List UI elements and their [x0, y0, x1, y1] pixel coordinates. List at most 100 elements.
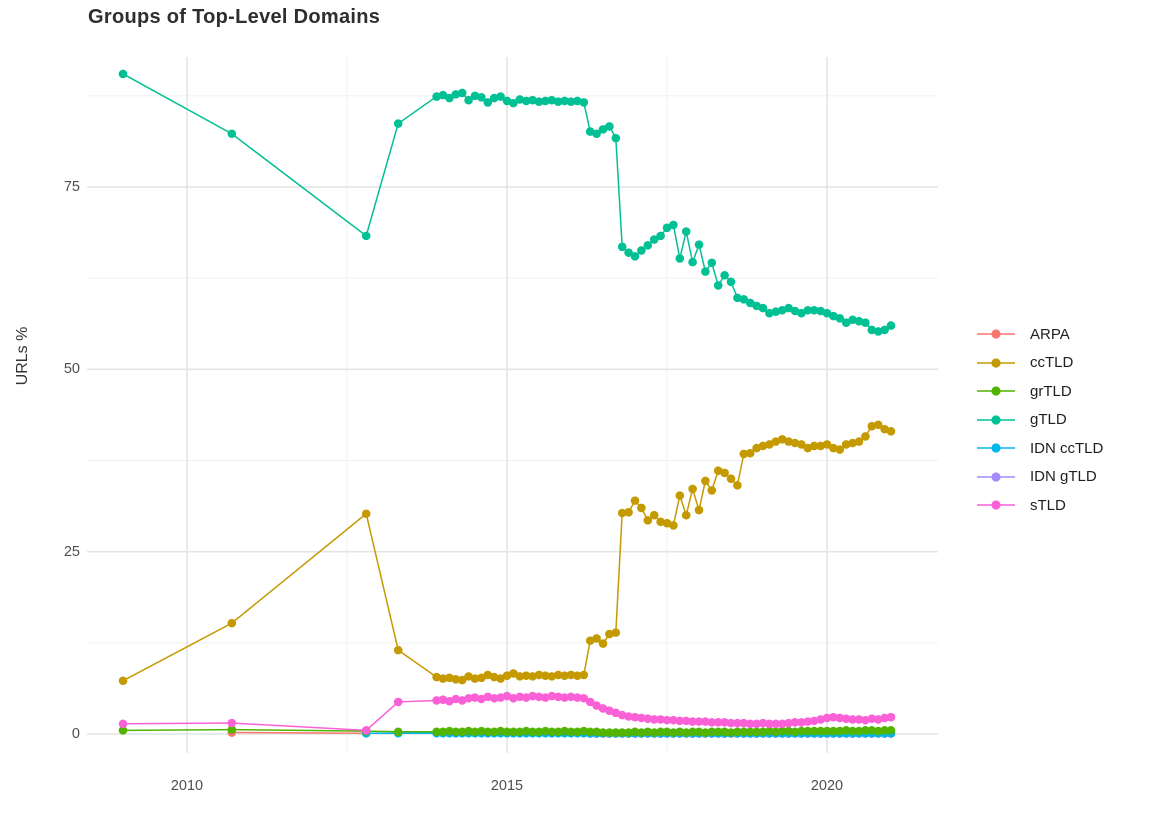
data-point-grTLD [585, 727, 595, 737]
data-point-grTLD [739, 727, 749, 737]
data-point-gTLD [393, 119, 403, 128]
data-point-sTLD [790, 718, 800, 727]
data-point-ccTLD [470, 674, 480, 683]
data-point-grTLD [451, 727, 461, 737]
data-point-grTLD [509, 727, 518, 737]
data-point-grTLD [118, 726, 128, 735]
data-point-gTLD [118, 69, 128, 79]
data-point-gTLD [617, 242, 627, 252]
data-point-ccTLD [445, 673, 454, 683]
data-point-sTLD [617, 710, 627, 720]
legend-item-ccTLD: ccTLD [975, 349, 1103, 378]
data-point-gTLD [566, 97, 576, 106]
data-point-gTLD [509, 98, 518, 108]
data-point-gTLD [873, 327, 883, 336]
legend-item-label: ARPA [1030, 325, 1070, 343]
data-point-sTLD [464, 693, 473, 703]
legend-item-ARPA: ARPA [975, 320, 1103, 349]
data-point-grTLD [771, 727, 781, 737]
data-point-ccTLD [681, 510, 691, 520]
data-point-sTLD [681, 716, 691, 726]
data-point-grTLD [579, 726, 589, 736]
data-point-grTLD [880, 726, 889, 735]
data-point-grTLD [809, 726, 819, 736]
data-point-gTLD [771, 307, 781, 317]
data-point-ccTLD [611, 628, 621, 637]
x-tick-label: 2020 [810, 778, 844, 794]
legend-item-label: grTLD [1030, 382, 1072, 400]
data-point-ccTLD [886, 427, 896, 436]
data-point-sTLD [579, 693, 589, 703]
data-point-sTLD [534, 692, 544, 702]
data-point-sTLD [470, 693, 480, 702]
data-point-ccTLD [457, 675, 467, 685]
data-point-gTLD [765, 308, 774, 318]
data-point-ccTLD [873, 420, 883, 430]
data-point-gTLD [361, 231, 371, 241]
data-point-grTLD [432, 727, 441, 737]
data-point-grTLD [854, 726, 864, 736]
data-point-ccTLD [784, 437, 793, 446]
data-point-gTLD [854, 316, 864, 326]
data-point-gTLD [688, 257, 697, 267]
data-point-grTLD [470, 727, 480, 737]
data-point-grTLD [701, 728, 710, 737]
data-point-sTLD [713, 718, 723, 727]
data-point-grTLD [803, 726, 813, 736]
data-point-sTLD [880, 713, 889, 723]
data-point-sTLD [867, 714, 877, 723]
legend-key-icon [977, 415, 1015, 425]
data-point-ccTLD [701, 476, 710, 486]
data-point-ccTLD [605, 629, 614, 639]
data-point-gTLD [861, 318, 870, 327]
data-point-gTLD [227, 129, 237, 139]
y-tick-label: 50 [63, 361, 80, 378]
data-point-ccTLD [649, 510, 659, 520]
data-point-ccTLD [393, 645, 403, 655]
x-tick-label: 2010 [170, 778, 204, 794]
legend-item-label: gTLD [1030, 411, 1067, 429]
data-point-ccTLD [566, 670, 576, 680]
data-point-gTLD [445, 93, 454, 103]
data-point-gTLD [797, 308, 806, 318]
data-point-grTLD [624, 728, 633, 737]
data-point-gTLD [496, 92, 505, 101]
data-point-gTLD [649, 235, 659, 244]
data-point-grTLD [829, 726, 838, 736]
data-point-gTLD [477, 92, 486, 102]
data-point-grTLD [752, 727, 761, 737]
data-point-sTLD [694, 717, 704, 726]
data-point-grTLD [797, 726, 806, 736]
data-point-sTLD [861, 715, 870, 725]
data-point-ccTLD [509, 669, 518, 678]
data-point-sTLD [745, 719, 755, 729]
data-point-sTLD [643, 714, 653, 723]
data-point-gTLD [528, 95, 537, 105]
data-point-grTLD [784, 726, 793, 736]
data-point-grTLD [573, 727, 582, 737]
legend-key-icon [977, 329, 1015, 339]
data-point-gTLD [733, 293, 742, 303]
data-point-ccTLD [598, 639, 608, 648]
data-point-ccTLD [438, 674, 448, 683]
data-point-sTLD [432, 696, 441, 705]
data-point-grTLD [758, 727, 768, 737]
legend-key-icon [977, 500, 1015, 510]
data-point-ccTLD [227, 618, 237, 628]
data-point-ccTLD [809, 441, 819, 451]
data-point-grTLD [611, 728, 621, 737]
data-point-sTLD [637, 713, 646, 723]
data-point-sTLD [592, 701, 601, 710]
data-point-ccTLD [656, 517, 665, 527]
data-point-ccTLD [541, 671, 550, 680]
data-point-gTLD [630, 251, 640, 261]
data-point-grTLD [694, 727, 704, 737]
data-point-gTLD [675, 254, 685, 263]
data-point-grTLD [502, 727, 512, 737]
data-point-sTLD [848, 715, 857, 724]
data-point-ccTLD [720, 468, 729, 478]
data-point-ccTLD [579, 670, 589, 680]
data-point-gTLD [637, 246, 646, 255]
data-point-ccTLD [733, 480, 742, 490]
chart-title: Groups of Top-Level Domains [88, 6, 381, 28]
